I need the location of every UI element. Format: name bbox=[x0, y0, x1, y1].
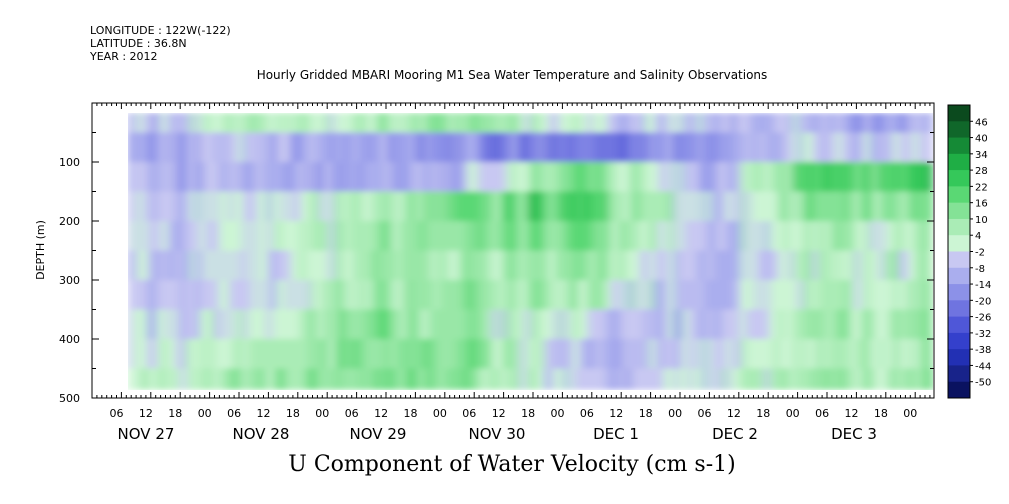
x-tick-label: 00 bbox=[786, 407, 800, 420]
axes: 06 12 18 00 06 12 18 00 06 12 18 00 06 12 18 00 06 12 18 00… bbox=[59, 103, 934, 443]
colorbar-label: -50 bbox=[975, 378, 991, 389]
colorbar-label: 28 bbox=[975, 166, 988, 177]
x-tick-label: 06 bbox=[345, 407, 359, 420]
y-tick-label: 500 bbox=[59, 392, 80, 405]
latitude-label: LATITUDE : 36.8N bbox=[90, 37, 187, 50]
year-label: YEAR : 2012 bbox=[90, 50, 158, 63]
x-day-label: NOV 29 bbox=[350, 425, 407, 443]
colorbar-swatch bbox=[948, 170, 970, 187]
x-tick-label: 06 bbox=[815, 407, 829, 420]
y-tick-label: 100 bbox=[59, 156, 80, 169]
colorbar-swatch bbox=[948, 137, 970, 155]
colorbar-swatch bbox=[948, 349, 970, 366]
colorbar-swatch bbox=[948, 251, 970, 269]
x-tick-label: 12 bbox=[845, 407, 859, 420]
x-tick-label: 00 bbox=[433, 407, 447, 420]
x-day-label: DEC 1 bbox=[593, 425, 639, 443]
colorbar-label: 10 bbox=[975, 215, 988, 226]
x-tick-label: 18 bbox=[521, 407, 535, 420]
colorbar-swatch bbox=[948, 365, 970, 383]
x-day-label: DEC 2 bbox=[712, 425, 758, 443]
chart-title: Hourly Gridded MBARI Mooring M1 Sea Wate… bbox=[256, 68, 768, 82]
colorbar-swatch bbox=[948, 300, 970, 318]
colorbar-label: 16 bbox=[975, 199, 988, 210]
colorbar-label: 34 bbox=[975, 150, 988, 161]
x-tick-label: 18 bbox=[874, 407, 888, 420]
colorbar-label: -2 bbox=[975, 248, 985, 259]
x-tick-label: 18 bbox=[404, 407, 418, 420]
x-tick-label: 00 bbox=[198, 407, 212, 420]
colorbar-swatch bbox=[948, 235, 970, 252]
colorbar-swatch bbox=[948, 121, 970, 139]
x-tick-label: 18 bbox=[639, 407, 653, 420]
y-tick-label: 400 bbox=[59, 333, 80, 346]
x-tick-label: 18 bbox=[168, 407, 182, 420]
heatmap-field bbox=[128, 113, 933, 390]
x-day-label: NOV 28 bbox=[233, 425, 290, 443]
longitude-label: LONGITUDE : 122W(-122) bbox=[90, 24, 231, 37]
x-day-label: NOV 27 bbox=[118, 425, 175, 443]
colorbar-swatch bbox=[948, 186, 970, 204]
x-tick-label: 00 bbox=[668, 407, 682, 420]
colorbar-label: -20 bbox=[975, 296, 991, 307]
x-tick-label: 12 bbox=[257, 407, 271, 420]
value-label: U Component of Water Velocity (cm s-1) bbox=[288, 452, 736, 477]
x-day-label: NOV 30 bbox=[469, 425, 526, 443]
x-tick-label: 18 bbox=[756, 407, 770, 420]
x-day-label: DEC 3 bbox=[831, 425, 877, 443]
colorbar: 46 40 34 28 22 16 10 4 -2 -8 -14 -20 -26 -32 -38 -44 -50 bbox=[947, 104, 991, 399]
x-tick-label: 18 bbox=[286, 407, 300, 420]
x-tick-label: 06 bbox=[462, 407, 476, 420]
x-tick-label: 12 bbox=[609, 407, 623, 420]
x-tick-label: 00 bbox=[315, 407, 329, 420]
y-axis-label: DEPTH (m) bbox=[34, 220, 47, 280]
colorbar-label: 40 bbox=[975, 134, 988, 145]
colorbar-label: -44 bbox=[975, 361, 991, 372]
colorbar-label: -8 bbox=[975, 264, 985, 275]
y-tick-label: 200 bbox=[59, 215, 80, 228]
colorbar-label: 46 bbox=[975, 117, 988, 128]
colorbar-swatch bbox=[948, 202, 970, 220]
x-tick-label: 00 bbox=[551, 407, 565, 420]
colorbar-swatch bbox=[948, 332, 970, 350]
colorbar-label: -32 bbox=[975, 329, 991, 340]
colorbar-swatch bbox=[948, 316, 970, 334]
colorbar-label: -26 bbox=[975, 313, 991, 324]
colorbar-label: 4 bbox=[975, 231, 981, 242]
x-tick-label: 12 bbox=[492, 407, 506, 420]
x-tick-label: 00 bbox=[903, 407, 917, 420]
colorbar-label: -38 bbox=[975, 345, 991, 356]
colorbar-swatch bbox=[948, 153, 970, 171]
x-tick-label: 12 bbox=[374, 407, 388, 420]
x-tick-label: 06 bbox=[227, 407, 241, 420]
x-tick-label: 06 bbox=[110, 407, 124, 420]
x-tick-label: 06 bbox=[698, 407, 712, 420]
x-tick-label: 12 bbox=[139, 407, 153, 420]
colorbar-swatch bbox=[948, 218, 970, 236]
x-tick-label: 12 bbox=[727, 407, 741, 420]
colorbar-label: 22 bbox=[975, 182, 988, 193]
y-tick-label: 300 bbox=[59, 274, 80, 287]
colorbar-swatch bbox=[948, 267, 970, 285]
colorbar-swatch bbox=[948, 105, 970, 122]
x-tick-label: 06 bbox=[580, 407, 594, 420]
colorbar-swatch bbox=[948, 381, 970, 399]
colorbar-swatch bbox=[948, 284, 970, 301]
colorbar-label: -14 bbox=[975, 280, 991, 291]
